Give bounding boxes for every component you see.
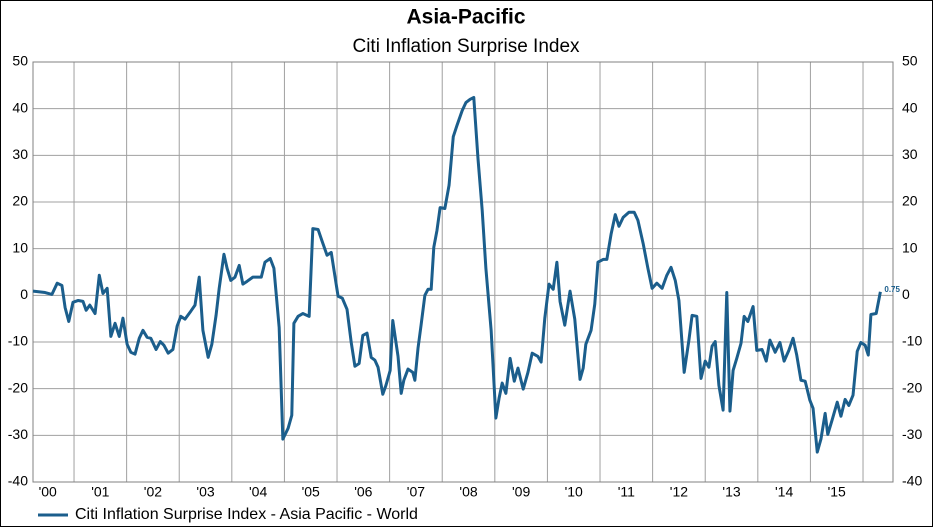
x-tick-label: '04 [249,484,267,500]
x-tick-label: '11 [618,484,635,500]
plot-frame [32,61,894,483]
y2-tick-label: 10 [902,239,918,255]
legend-label: Citi Inflation Surprise Index - Asia Pac… [75,506,418,523]
x-tick-label: '05 [302,484,320,500]
x-tick-label: '13 [722,484,740,500]
y2-tick-label: 30 [902,146,918,162]
y2-tick-label: -40 [902,473,922,489]
y-tick-label: 30 [12,146,28,162]
x-tick-label: '00 [39,484,57,500]
y2-tick-label: 50 [902,53,918,69]
y-tick-label: -10 [8,333,28,349]
x-tick-label: '07 [407,484,425,500]
y2-tick-label: 0 [902,286,910,302]
x-tick-label: '10 [565,484,583,500]
y2-tick-label: -20 [902,379,922,395]
y2-tick-label: 40 [902,99,918,115]
y2-tick-label: 20 [902,193,918,209]
y-tick-label: -20 [8,379,28,395]
y-tick-label: 20 [12,193,28,209]
y-tick-label: 0 [20,286,28,302]
x-tick-label: '08 [459,484,477,500]
series-line [32,95,882,454]
x-tick-label: '14 [775,484,793,500]
y-tick-label: -40 [8,473,28,489]
x-tick-label: '03 [196,484,214,500]
chart-title: Asia-Pacific [406,6,525,29]
x-tick-label: '15 [828,484,846,500]
x-tick-label: '06 [354,484,372,500]
x-tick-label: '02 [144,484,162,500]
value-label: 0.75 [884,285,900,294]
y-tick-label: 50 [12,53,28,69]
x-tick-label: '12 [670,484,688,500]
y2-tick-label: -10 [902,333,922,349]
y2-tick-label: -30 [902,426,922,442]
y-tick-label: -30 [8,426,28,442]
y-tick-label: 40 [12,99,28,115]
x-tick-label: '09 [512,484,530,500]
y-tick-label: 10 [12,239,28,255]
x-tick-label: '01 [91,484,109,500]
chart-subtitle: Citi Inflation Surprise Index [352,36,580,57]
